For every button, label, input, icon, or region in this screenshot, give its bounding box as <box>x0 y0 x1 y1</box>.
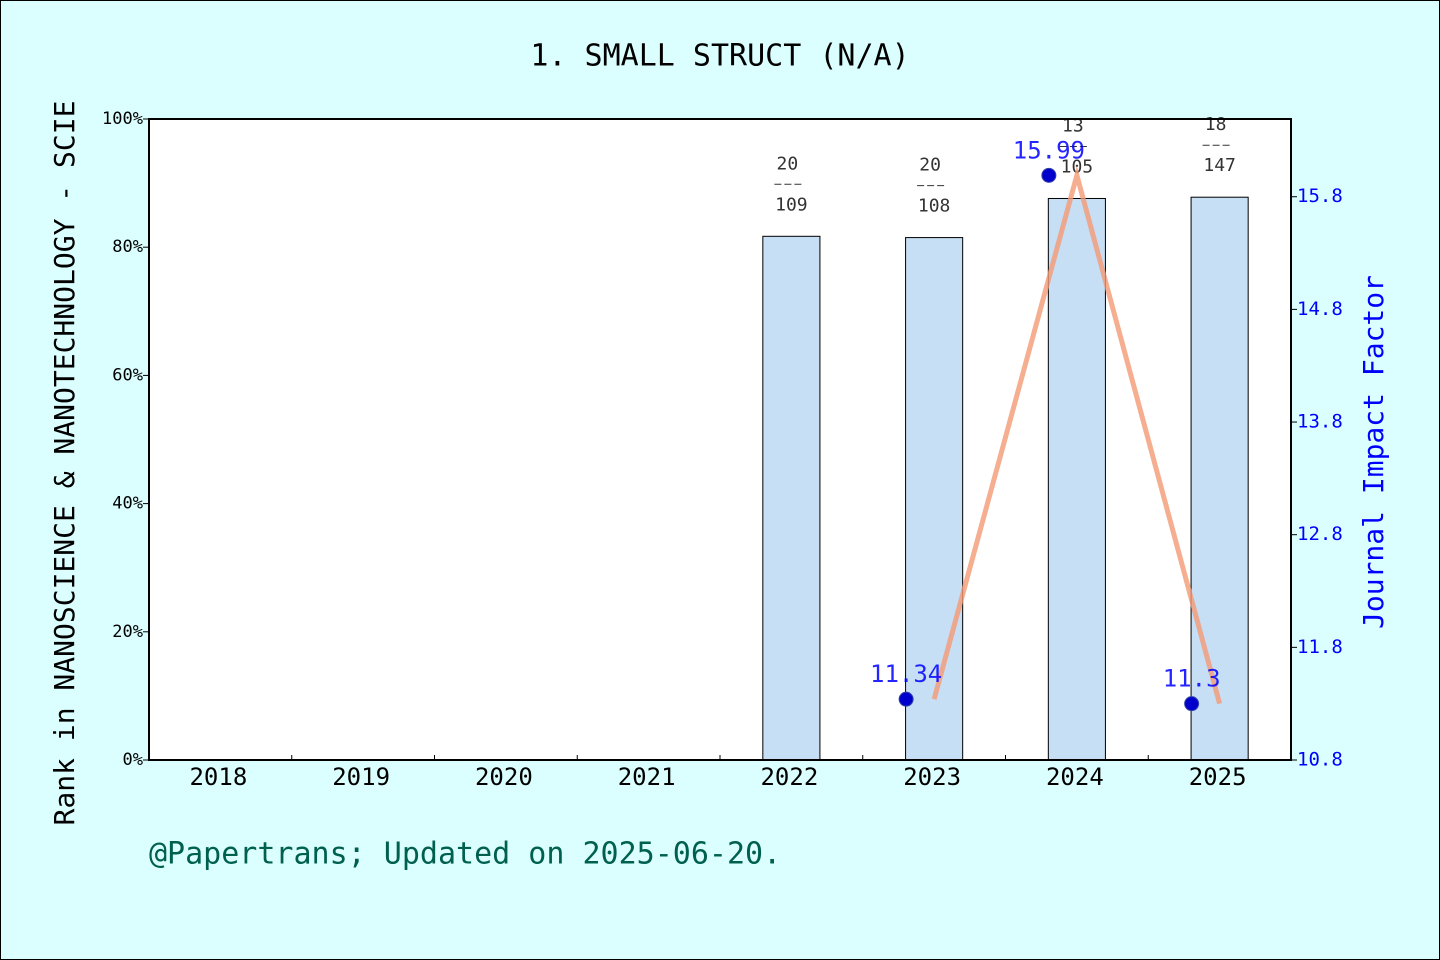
x-tick-label: 2020 <box>475 763 533 791</box>
bar <box>1047 197 1106 761</box>
plot-border <box>148 118 1292 761</box>
x-tick-label: 2021 <box>618 763 676 791</box>
total-label: 147 <box>1203 155 1236 176</box>
y2-tick-label: 10.8 <box>1297 749 1343 771</box>
x-tick-label: 2023 <box>903 763 961 791</box>
rank-label: 20 <box>919 155 941 176</box>
y2-tick-label: 11.8 <box>1297 636 1343 658</box>
footer: @Papertrans; Updated on 2025-06-20. <box>149 837 781 872</box>
chart-title: 1. SMALL STRUCT (N/A) <box>530 39 909 74</box>
total-label: 108 <box>918 196 951 217</box>
x-tick-label: 2024 <box>1046 763 1104 791</box>
y2-axis-title: Journal Impact Factor <box>1357 275 1390 629</box>
rank-label: 20 <box>777 153 799 174</box>
bar <box>762 235 821 761</box>
y-tick-label: 60% <box>112 365 143 385</box>
line <box>931 165 1223 705</box>
y-tick-label: 20% <box>112 622 143 642</box>
plot-area <box>149 119 1291 760</box>
x-tick-label: 2019 <box>332 763 390 791</box>
point <box>1041 167 1057 183</box>
point <box>898 691 914 707</box>
x-tick-label: 2025 <box>1189 763 1247 791</box>
y2-tick-label: 14.8 <box>1297 298 1343 320</box>
y-tick-label: 80% <box>112 237 143 257</box>
y-tick-label: 40% <box>112 494 143 514</box>
y-tick-label: 100% <box>102 109 143 129</box>
point <box>1184 696 1200 712</box>
point-label: 11.3 <box>1163 665 1221 693</box>
x-tick-label: 2022 <box>760 763 818 791</box>
y2-tick-label: 12.8 <box>1297 523 1343 545</box>
total-label: 109 <box>775 194 808 215</box>
rank-label: 18 <box>1205 114 1227 135</box>
x-tick-label: 2018 <box>189 763 247 791</box>
bar <box>1190 196 1249 761</box>
y-tick-label: 0% <box>123 750 143 770</box>
y2-tick-label: 15.8 <box>1297 185 1343 207</box>
y-axis-title: Rank in NANOSCIENCE & NANOTECHNOLOGY - S… <box>48 101 81 826</box>
y2-tick-label: 13.8 <box>1297 411 1343 433</box>
bar <box>905 237 964 761</box>
point-label: 15.99 <box>1013 136 1085 164</box>
rank-label: 13 <box>1062 115 1084 136</box>
point-label: 11.34 <box>870 660 942 688</box>
